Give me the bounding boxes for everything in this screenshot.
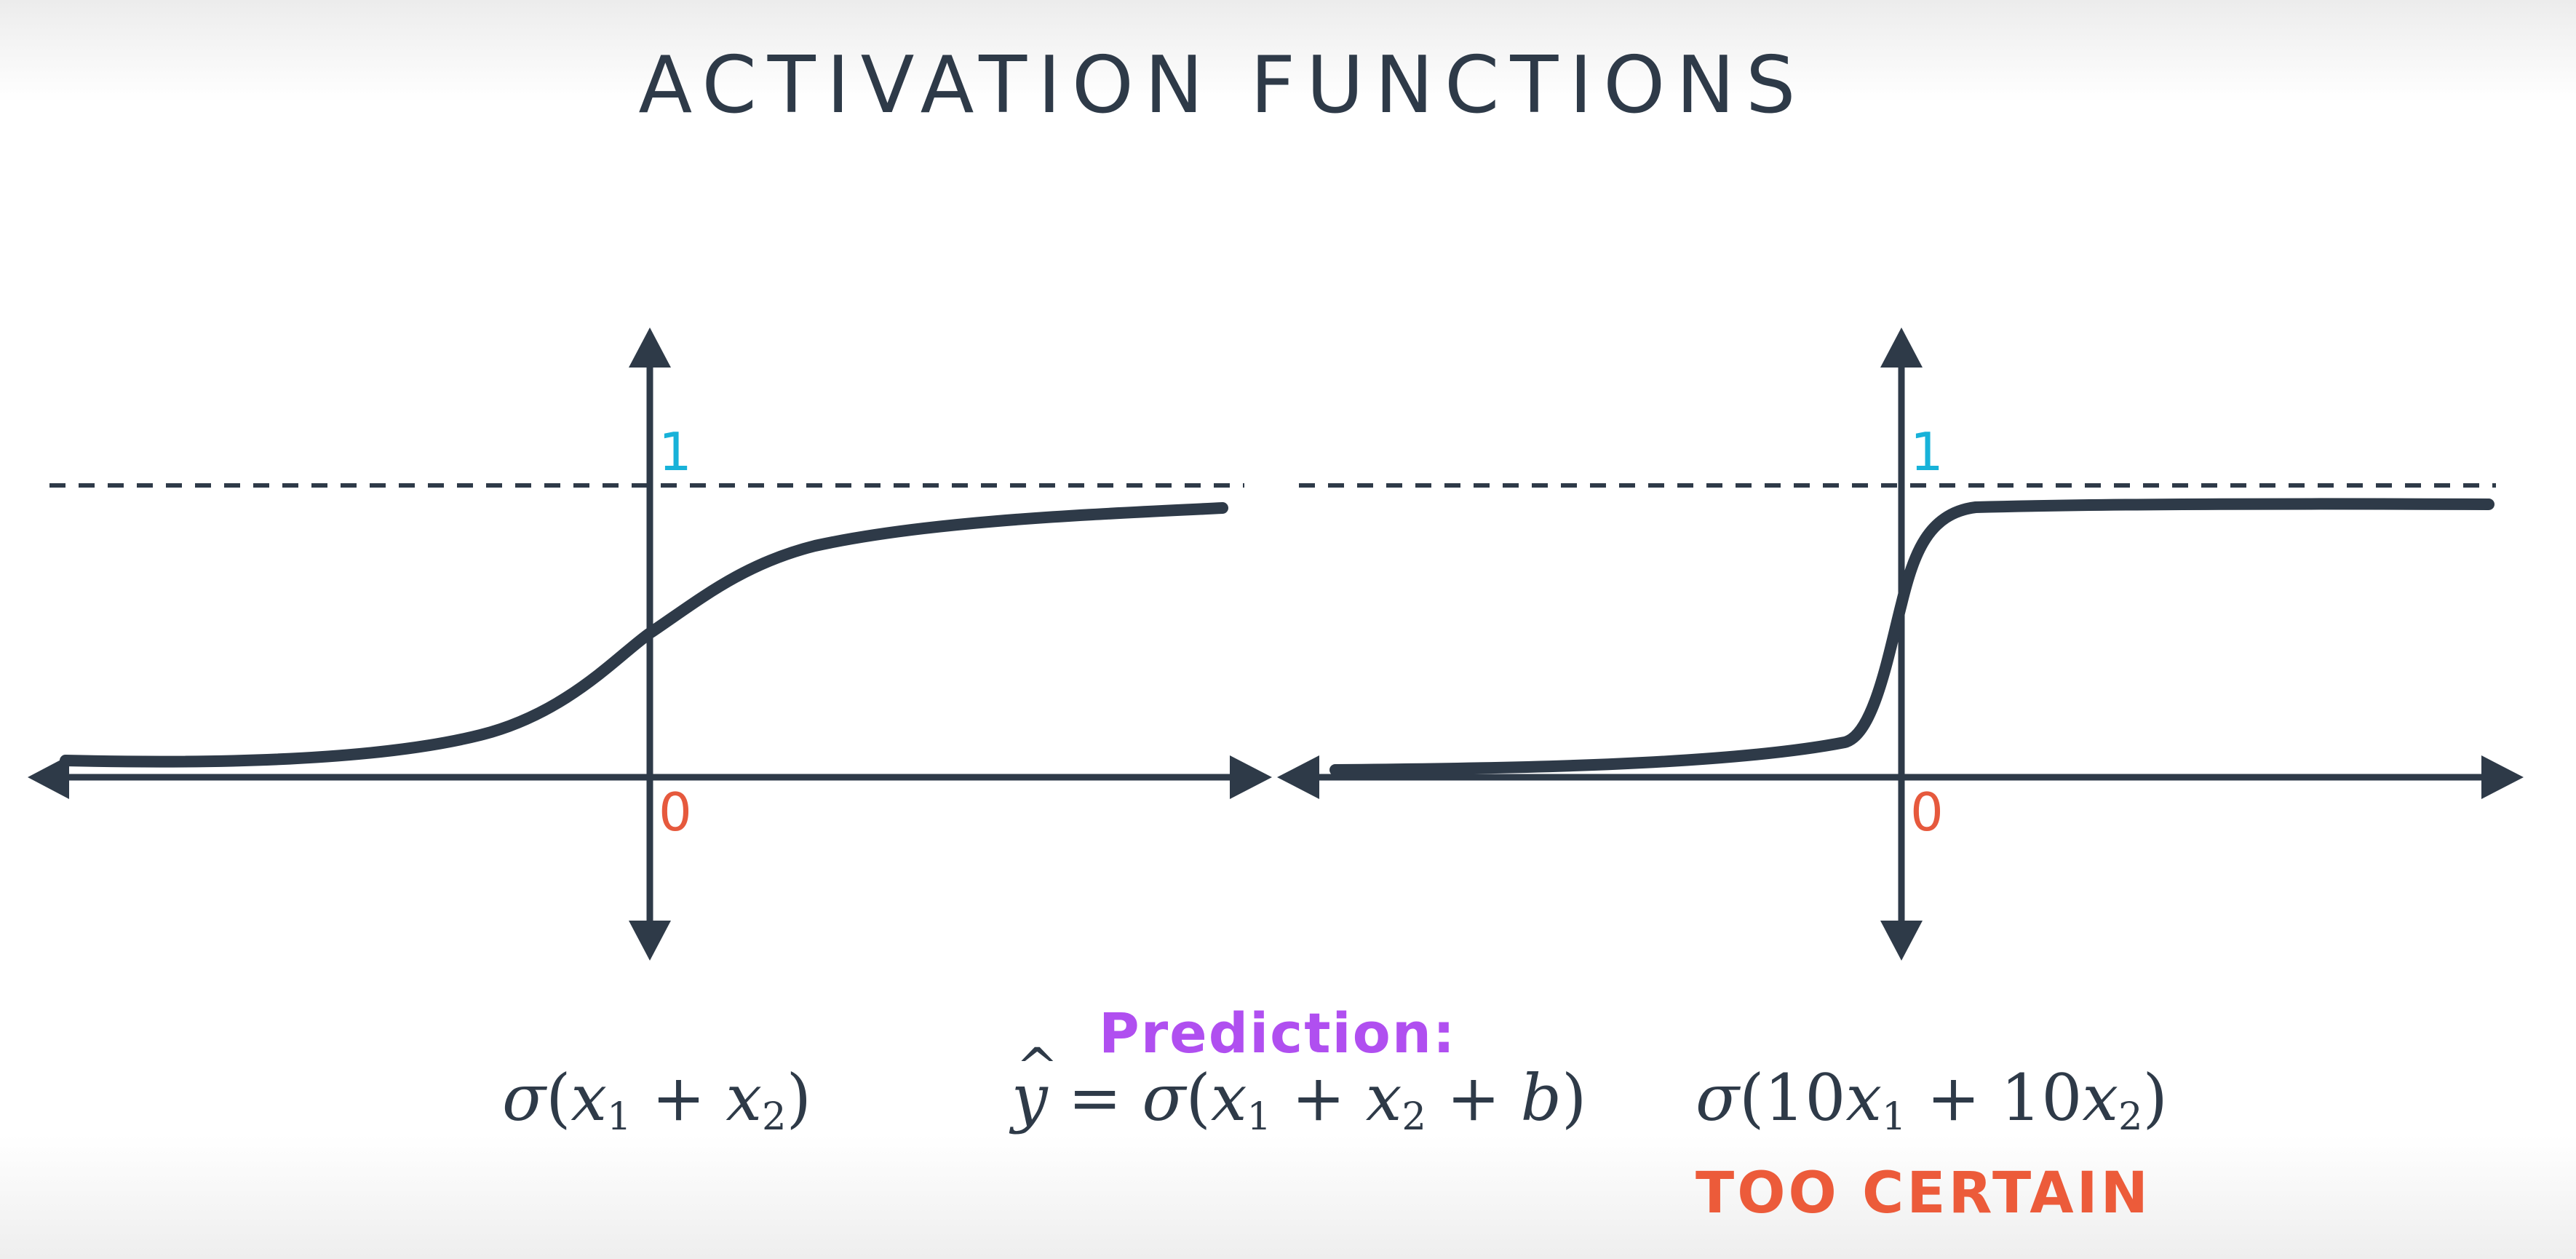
hat-symbol: ^: [1016, 1037, 1059, 1097]
right-y-axis-down-arrow-icon: [1880, 921, 1923, 961]
left-x-axis-left-arrow-icon: [28, 755, 69, 799]
right-graph: [1277, 327, 2524, 961]
right-steep-sigmoid-curve: [1329, 498, 2494, 776]
left-sigmoid-curve: [60, 502, 1228, 768]
right-zero-label: 0: [1910, 782, 1944, 843]
slide-title: ACTIVATION FUNCTIONS: [638, 40, 1807, 131]
sigma-symbol: σ: [502, 1060, 546, 1135]
left-x-axis-right-arrow-icon: [1230, 755, 1272, 799]
right-formula: σ(10x1 + 10x2): [1696, 1060, 2168, 1140]
right-one-label: 1: [1910, 421, 1944, 482]
left-graph: [28, 327, 1272, 961]
right-x-axis-right-arrow-icon: [2481, 755, 2524, 799]
prediction-formula: y ^ = σ(x1 + x2 + b): [1011, 1037, 1587, 1140]
right-y-axis-up-arrow-icon: [1880, 327, 1923, 368]
left-y-axis-down-arrow-icon: [629, 921, 671, 961]
left-one-label: 1: [659, 421, 692, 482]
prediction-label: Prediction:: [1099, 1001, 1457, 1065]
right-x-axis-left-arrow-icon: [1277, 755, 1319, 799]
left-zero-label: 0: [659, 782, 692, 843]
left-formula: σ(x1 + x2): [502, 1060, 811, 1140]
too-certain-label: TOO CERTAIN: [1696, 1161, 2151, 1226]
y-hat: y ^: [1011, 1037, 1059, 1135]
left-y-axis-up-arrow-icon: [629, 327, 671, 368]
